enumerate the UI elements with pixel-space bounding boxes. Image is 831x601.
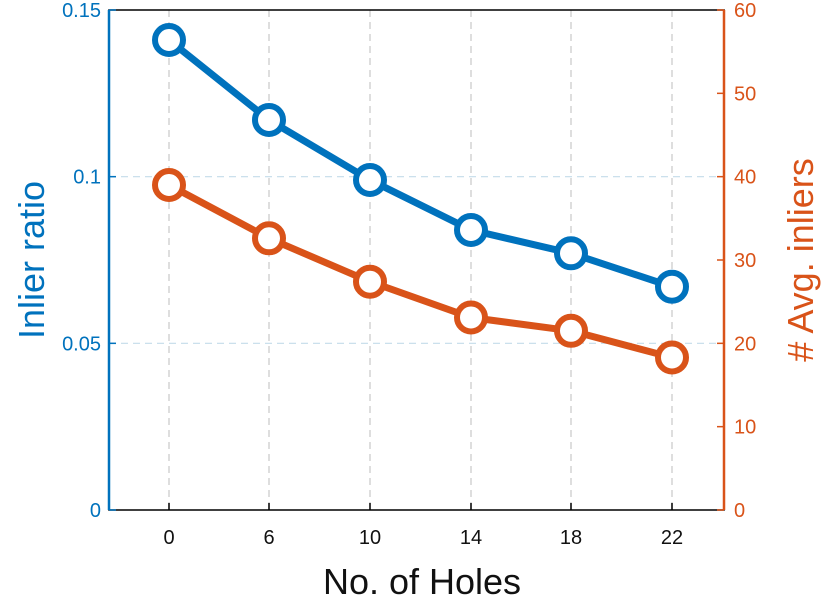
left-y-axis-title: Inlier ratio bbox=[11, 181, 52, 339]
series-2-point bbox=[353, 264, 387, 299]
series-1-point bbox=[454, 213, 488, 247]
series-1-point bbox=[252, 103, 286, 137]
series-2-point bbox=[454, 300, 488, 335]
right-tick-label: 50 bbox=[734, 83, 756, 105]
series-1-point bbox=[655, 269, 689, 304]
series-1-point bbox=[353, 163, 387, 197]
left-tick-label: 0.1 bbox=[73, 167, 101, 189]
left-tick-label: 0.15 bbox=[62, 0, 101, 22]
x-tick-label: 6 bbox=[263, 527, 274, 549]
right-tick-label: 60 bbox=[734, 0, 756, 22]
right-y-axis-title: # Avg. inliers bbox=[780, 158, 821, 361]
right-tick-label: 10 bbox=[734, 417, 756, 439]
left-tick-label: 0.05 bbox=[62, 333, 101, 355]
series-line-2 bbox=[165, 181, 676, 361]
x-tick-label: 14 bbox=[460, 527, 482, 549]
series-2-point bbox=[152, 168, 186, 202]
series-2-point bbox=[252, 221, 286, 256]
x-axis: 0 6 10 14 18 22 bbox=[163, 503, 683, 549]
right-y-axis: 0 10 20 30 40 50 60 bbox=[717, 0, 756, 522]
left-y-axis: 0 0.05 0.1 0.15 bbox=[62, 0, 116, 522]
x-tick-label: 22 bbox=[661, 527, 683, 549]
series-layer bbox=[152, 23, 689, 375]
right-tick-label: 0 bbox=[734, 500, 745, 522]
series-1-point bbox=[152, 23, 186, 57]
x-axis-title: No. of Holes bbox=[323, 561, 521, 601]
series-line-1 bbox=[165, 36, 676, 291]
grid-lines bbox=[109, 10, 724, 510]
right-tick-label: 30 bbox=[734, 250, 756, 272]
right-tick-label: 40 bbox=[734, 167, 756, 189]
x-tick-label: 0 bbox=[163, 527, 174, 549]
left-tick-label: 0 bbox=[90, 500, 101, 522]
series-1-point bbox=[554, 236, 588, 271]
x-tick-label: 10 bbox=[359, 527, 381, 549]
right-tick-label: 20 bbox=[734, 333, 756, 355]
plot-area-frame bbox=[108, 9, 725, 511]
series-2-point bbox=[655, 340, 689, 375]
series-2-point bbox=[554, 313, 588, 348]
x-tick-label: 18 bbox=[560, 527, 582, 549]
